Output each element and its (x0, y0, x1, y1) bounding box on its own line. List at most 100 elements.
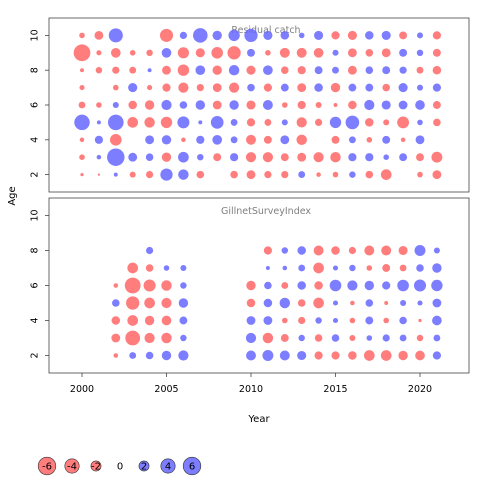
legend-label: -2 (91, 462, 101, 473)
bubble (364, 99, 375, 111)
bubble (159, 28, 174, 42)
bubble (365, 153, 374, 162)
bubble (265, 266, 270, 270)
bubble (417, 171, 423, 178)
bubble (262, 100, 273, 110)
bubbles (111, 245, 443, 361)
legend-label: -4 (67, 462, 77, 473)
bubble (347, 65, 357, 75)
bubble (177, 64, 190, 76)
y-tick-label: 10 (30, 209, 41, 221)
bubble (265, 50, 271, 56)
bubble (397, 116, 410, 129)
legend-bubble (160, 458, 176, 474)
x-axis-label: Year (247, 414, 270, 425)
legend: -6 -4 -2 0 2 4 6 (37, 456, 202, 476)
bubble (382, 83, 390, 92)
bubble (229, 100, 239, 110)
bubble (383, 317, 389, 324)
bubble (279, 297, 291, 309)
bubble (415, 100, 425, 110)
bubble (244, 28, 258, 43)
bubble (146, 49, 153, 57)
bubble (112, 66, 120, 74)
y-tick-label: 2 (30, 352, 41, 358)
bubble (331, 31, 340, 40)
bubble (332, 49, 339, 56)
bubble (212, 134, 223, 145)
bubble (263, 65, 273, 76)
bubble (399, 153, 408, 162)
bubble (127, 262, 139, 274)
bubble (416, 264, 424, 272)
bubble (227, 46, 241, 60)
bubble (416, 153, 424, 162)
bubble (177, 47, 189, 59)
bubble (418, 318, 422, 323)
bubble (263, 316, 273, 325)
bubble (433, 118, 441, 127)
bubble (348, 246, 356, 255)
bubble (144, 332, 155, 344)
bubble (382, 66, 391, 75)
bubble (161, 297, 172, 309)
bubble (400, 299, 407, 307)
bubble (281, 247, 289, 254)
bubble (124, 277, 141, 294)
bubble (432, 351, 441, 360)
bubble (314, 66, 323, 75)
bubble (313, 297, 324, 309)
bubble (399, 316, 407, 325)
x-tick-label: 2000 (70, 384, 94, 395)
bubble (296, 47, 307, 58)
bubble (398, 100, 408, 110)
bubble (113, 172, 118, 177)
bubble (107, 148, 125, 166)
bubble (178, 298, 189, 308)
y-tick-label: 8 (30, 247, 41, 253)
bubble (108, 28, 123, 43)
bubble (364, 245, 375, 256)
bubble (281, 282, 289, 289)
bubble (144, 117, 155, 128)
bubble (262, 332, 274, 344)
bubble (263, 246, 272, 255)
bubble (178, 151, 189, 163)
bubble (178, 169, 189, 180)
bubble (399, 264, 407, 272)
y-axis-label: Age (7, 186, 18, 205)
bubble (280, 153, 289, 162)
bubble (416, 32, 424, 39)
bubble (263, 135, 272, 144)
bubble (246, 100, 256, 110)
bubble (113, 353, 119, 358)
bubble (228, 29, 240, 42)
bubble (197, 153, 204, 161)
bubble (298, 316, 306, 325)
bubble (161, 350, 172, 361)
bubble (432, 101, 441, 109)
bubble (198, 120, 203, 125)
bubble (264, 281, 272, 290)
bubble (96, 154, 102, 160)
bubble (381, 245, 392, 256)
bubble (348, 136, 356, 144)
bubble (417, 300, 423, 306)
bubble (432, 65, 442, 75)
bubble (400, 137, 406, 143)
bubble (211, 47, 223, 59)
bubble (416, 66, 424, 74)
x-tick-label: 2015 (323, 384, 347, 395)
bubble (97, 173, 101, 176)
legend-label: -6 (42, 462, 52, 473)
bubble (432, 315, 442, 326)
legend-bubble (37, 456, 57, 476)
bubble (195, 65, 206, 76)
bubble (333, 103, 338, 107)
bubble (347, 280, 358, 291)
bubble (230, 136, 238, 144)
y-tick-label: 6 (30, 102, 41, 108)
bubble (281, 119, 288, 126)
bubble (365, 118, 374, 127)
bubble (179, 31, 187, 39)
